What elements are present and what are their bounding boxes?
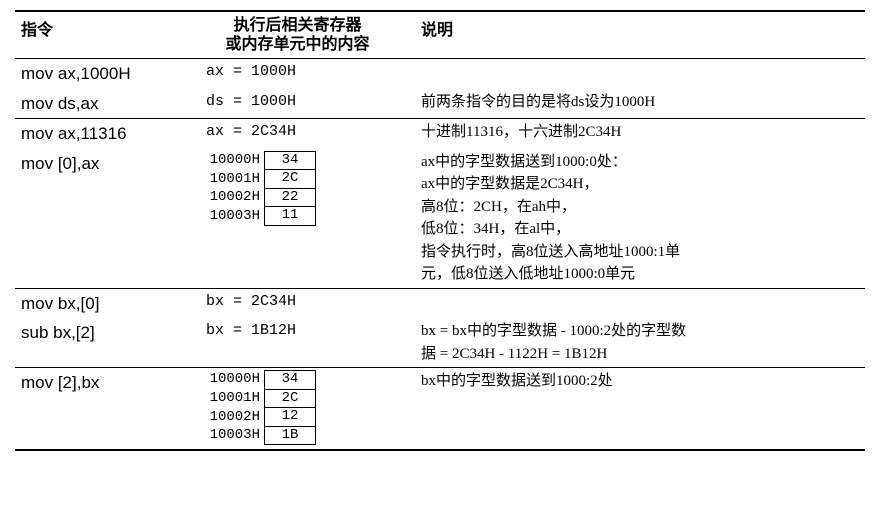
memory-value: 12 xyxy=(264,408,316,427)
memory-value: 1B xyxy=(264,427,316,446)
table-row: mov ax,11316 ax = 2C34H 十进制11316，十六进制2C34H xyxy=(15,119,865,149)
header-result-line2: 或内存单元中的内容 xyxy=(186,35,409,54)
description-lines: 前两条指令的目的是将ds设为1000H xyxy=(421,91,859,114)
memory-address: 10003H xyxy=(194,427,264,445)
memory-value: 34 xyxy=(264,370,316,390)
header-description: 说明 xyxy=(415,12,459,44)
description-lines: bx中的字型数据送到1000:2处 xyxy=(421,370,859,393)
result-cell: ds = 1000H xyxy=(180,89,415,116)
description-cell: 十进制11316，十六进制2C34H xyxy=(415,119,865,146)
instruction-cell: mov [0],ax xyxy=(15,149,180,179)
instruction-cell: mov bx,[0] xyxy=(15,289,180,319)
table-row: mov bx,[0] bx = 2C34H xyxy=(15,289,865,319)
description-line: 高8位：2CH，在ah中， xyxy=(421,196,859,219)
table-section: mov bx,[0] bx = 2C34H sub bx,[2] bx = 1B12H… xyxy=(15,289,865,369)
memory-address: 10000H xyxy=(194,152,264,170)
description-lines: bx = bx中的字型数据 - 1000:2处的字型数据 = 2C34H - 1… xyxy=(421,320,859,365)
description-line: ax中的字型数据送到1000:0处： xyxy=(421,151,859,174)
description-cell: bx中的字型数据送到1000:2处 xyxy=(415,368,865,395)
result-cell: bx = 2C34H xyxy=(180,289,415,316)
memory-address: 10002H xyxy=(194,409,264,427)
memory-row: 10003H1B xyxy=(194,427,316,446)
instruction-cell: mov ax,11316 xyxy=(15,119,180,149)
description-line: 前两条指令的目的是将ds设为1000H xyxy=(421,91,859,114)
header-result: 执行后相关寄存器 或内存单元中的内容 xyxy=(180,12,415,58)
register-value: ax = 1000H xyxy=(186,61,409,84)
memory-row: 10000H34 xyxy=(194,151,316,171)
table-section: mov ax,11316 ax = 2C34H 十进制11316，十六进制2C34H… xyxy=(15,119,865,289)
result-cell: 10000H3410001H2C10002H1210003H1B xyxy=(180,368,415,449)
table-section: mov [2],bx10000H3410001H2C10002H1210003H… xyxy=(15,368,865,451)
table-row: mov ds,ax ds = 1000H 前两条指令的目的是将ds设为1000H xyxy=(15,89,865,119)
memory-row: 10001H2C xyxy=(194,170,316,189)
description-line: 据 = 2C34H - 1122H = 1B12H xyxy=(421,343,859,366)
instruction-cell: sub bx,[2] xyxy=(15,318,180,348)
memory-row: 10001H2C xyxy=(194,390,316,409)
table-row: mov ax,1000H ax = 1000H xyxy=(15,59,865,89)
memory-table: 10000H3410001H2C10002H2210003H11 xyxy=(186,151,316,226)
table-row: mov [0],ax10000H3410001H2C10002H2210003H… xyxy=(15,149,865,288)
memory-value: 2C xyxy=(264,390,316,409)
description-line: bx中的字型数据送到1000:2处 xyxy=(421,370,859,393)
header-result-line1: 执行后相关寄存器 xyxy=(186,16,409,35)
description-cell: ax中的字型数据送到1000:0处：ax中的字型数据是2C34H，高8位：2CH… xyxy=(415,149,865,288)
instruction-cell: mov ds,ax xyxy=(15,89,180,119)
register-value: ax = 2C34H xyxy=(186,121,409,144)
description-cell: 前两条指令的目的是将ds设为1000H xyxy=(415,89,865,116)
result-cell: ax = 1000H xyxy=(180,59,415,86)
result-cell: ax = 2C34H xyxy=(180,119,415,146)
memory-address: 10003H xyxy=(194,208,264,226)
memory-address: 10000H xyxy=(194,371,264,389)
memory-row: 10000H34 xyxy=(194,370,316,390)
instruction-cell: mov [2],bx xyxy=(15,368,180,398)
register-value: bx = 1B12H xyxy=(186,320,409,343)
memory-value: 34 xyxy=(264,151,316,171)
instruction-cell: mov ax,1000H xyxy=(15,59,180,89)
table-row: sub bx,[2] bx = 1B12H bx = bx中的字型数据 - 1000… xyxy=(15,318,865,367)
header-instruction: 指令 xyxy=(15,12,180,44)
description-lines: 十进制11316，十六进制2C34H xyxy=(421,121,859,144)
description-line: 十进制11316，十六进制2C34H xyxy=(421,121,859,144)
memory-row: 10003H11 xyxy=(194,207,316,226)
register-value: bx = 2C34H xyxy=(186,291,409,314)
table-header-row: 指令 执行后相关寄存器 或内存单元中的内容 说明 xyxy=(15,10,865,59)
table-body: mov ax,1000H ax = 1000H mov ds,ax ds = 1000… xyxy=(15,59,865,451)
memory-address: 10001H xyxy=(194,390,264,408)
memory-value: 2C xyxy=(264,170,316,189)
table-section: mov ax,1000H ax = 1000H mov ds,ax ds = 1000… xyxy=(15,59,865,119)
description-line: 低8位：34H，在al中， xyxy=(421,218,859,241)
description-line: ax中的字型数据是2C34H， xyxy=(421,173,859,196)
description-cell xyxy=(415,59,865,63)
description-line: 指令执行时，高8位送入高地址1000:1单 xyxy=(421,241,859,264)
memory-row: 10002H22 xyxy=(194,189,316,208)
memory-row: 10002H12 xyxy=(194,408,316,427)
memory-value: 22 xyxy=(264,189,316,208)
table-row: mov [2],bx10000H3410001H2C10002H1210003H… xyxy=(15,368,865,449)
result-cell: 10000H3410001H2C10002H2210003H11 xyxy=(180,149,415,230)
register-value: ds = 1000H xyxy=(186,91,409,114)
instruction-trace-table: 指令 执行后相关寄存器 或内存单元中的内容 说明 mov ax,1000H ax … xyxy=(15,10,865,451)
memory-table: 10000H3410001H2C10002H1210003H1B xyxy=(186,370,316,445)
memory-address: 10002H xyxy=(194,189,264,207)
description-cell xyxy=(415,289,865,293)
description-lines: ax中的字型数据送到1000:0处：ax中的字型数据是2C34H，高8位：2CH… xyxy=(421,151,859,286)
memory-address: 10001H xyxy=(194,171,264,189)
memory-value: 11 xyxy=(264,207,316,226)
description-cell: bx = bx中的字型数据 - 1000:2处的字型数据 = 2C34H - 1… xyxy=(415,318,865,367)
result-cell: bx = 1B12H xyxy=(180,318,415,345)
description-line: bx = bx中的字型数据 - 1000:2处的字型数 xyxy=(421,320,859,343)
description-line: 元，低8位送入低地址1000:0单元 xyxy=(421,263,859,286)
